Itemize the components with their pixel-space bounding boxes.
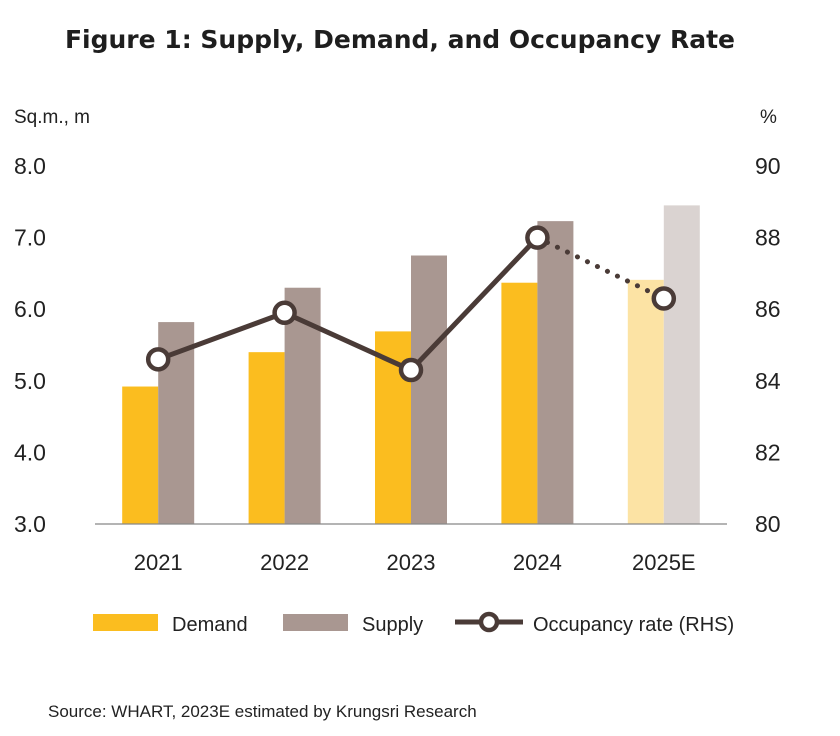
supply-bar (411, 255, 447, 524)
x-tick-label: 2024 (513, 550, 562, 575)
left-tick-label: 7.0 (14, 225, 46, 251)
x-tick-label: 2021 (134, 550, 183, 575)
left-tick-label: 8.0 (14, 153, 46, 179)
occupancy-line-estimated (534, 235, 667, 301)
legend-label-demand: Demand (172, 614, 248, 636)
chart-title: Figure 1: Supply, Demand, and Occupancy … (65, 25, 735, 54)
right-tick-label: 82 (755, 439, 781, 465)
right-axis-ticks: 80 82 84 86 88 90 (755, 153, 781, 537)
occupancy-line-solid (157, 235, 540, 373)
occupancy-point (145, 347, 171, 372)
legend-label-occupancy: Occupancy rate (RHS) (533, 614, 734, 636)
legend-swatch-occupancy-marker (478, 611, 500, 633)
occupancy-point (525, 225, 550, 250)
occupancy-point (272, 300, 297, 326)
left-tick-label: 3.0 (14, 511, 46, 537)
x-tick-label: 2022 (260, 550, 309, 575)
x-axis-ticks: 2021 2022 2023 2024 2025E (134, 550, 696, 575)
left-tick-label: 6.0 (14, 296, 46, 322)
x-tick-label: 2023 (387, 550, 436, 575)
supply-bar (663, 205, 700, 524)
demand-bar (122, 386, 159, 524)
x-tick-label: 2025E (632, 550, 696, 575)
right-tick-label: 90 (755, 153, 781, 179)
occupancy-point (651, 286, 677, 311)
left-axis-ticks: 3.0 4.0 5.0 6.0 7.0 8.0 (14, 153, 46, 537)
legend-swatch-demand (93, 614, 158, 631)
demand-bar (627, 279, 664, 524)
demand-bar (248, 352, 285, 524)
right-axis-unit: % (760, 107, 777, 128)
left-tick-label: 4.0 (14, 439, 46, 465)
demand-bar (501, 282, 538, 524)
left-tick-label: 5.0 (14, 368, 46, 394)
legend-label-supply: Supply (362, 614, 423, 636)
right-tick-label: 80 (755, 511, 781, 537)
source-note: Source: WHART, 2023E estimated by Krungs… (48, 702, 477, 721)
occupancy-line (145, 225, 677, 383)
left-axis-unit: Sq.m., m (14, 107, 90, 128)
right-tick-label: 88 (755, 225, 781, 251)
right-tick-label: 86 (755, 296, 781, 322)
supply-bar (537, 221, 574, 524)
occupancy-point (398, 357, 424, 383)
legend-swatch-supply (283, 614, 348, 631)
right-tick-label: 84 (755, 368, 781, 394)
legend: Demand Supply Occupancy rate (RHS) (93, 611, 734, 636)
